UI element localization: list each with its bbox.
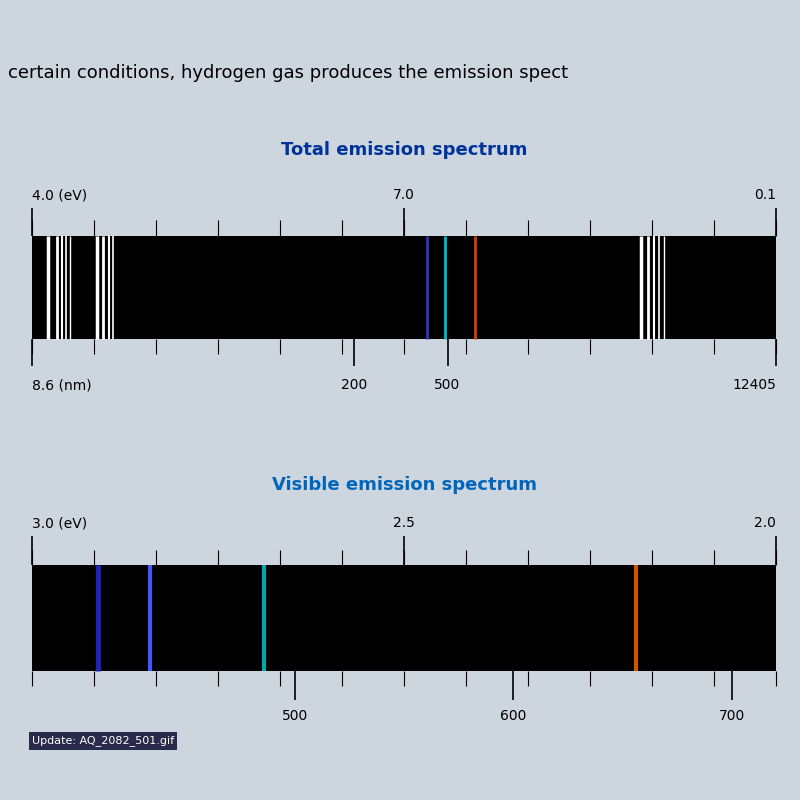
Text: 200: 200 [341, 378, 367, 392]
Text: 500: 500 [282, 709, 308, 723]
Text: 12405: 12405 [732, 378, 776, 392]
Text: 8.6 (nm): 8.6 (nm) [32, 378, 92, 392]
Text: 0.1: 0.1 [754, 188, 776, 202]
Text: Visible emission spectrum: Visible emission spectrum [271, 475, 537, 494]
Text: 2.0: 2.0 [754, 516, 776, 530]
Text: 600: 600 [500, 709, 526, 723]
Bar [32, 235, 776, 339]
Text: 7.0: 7.0 [393, 188, 415, 202]
Text: certain conditions, hydrogen gas produces the emission spect: certain conditions, hydrogen gas produce… [8, 64, 568, 82]
Text: 500: 500 [434, 378, 461, 392]
Text: 3.0 (eV): 3.0 (eV) [32, 516, 87, 530]
Text: 4.0 (eV): 4.0 (eV) [32, 188, 87, 202]
Text: 2.5: 2.5 [393, 516, 415, 530]
Text: Update: AQ_2082_501.gif: Update: AQ_2082_501.gif [32, 735, 174, 746]
Bar [32, 565, 776, 671]
Text: Total emission spectrum: Total emission spectrum [281, 142, 527, 159]
Text: 700: 700 [719, 709, 746, 723]
